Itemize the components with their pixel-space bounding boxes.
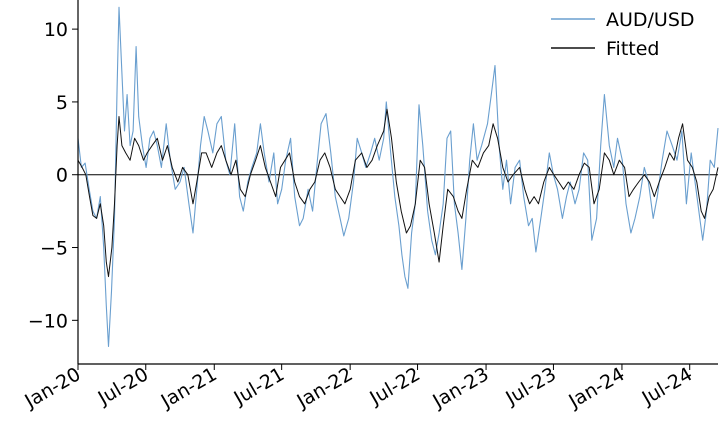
x-tick-label: Jan-22 (293, 363, 357, 413)
x-tick-label: Jul-22 (365, 363, 424, 410)
y-ticks: −10 −5 0 5 10 (28, 19, 78, 332)
y-tick-label: −5 (40, 238, 68, 260)
x-tick-label: Jan-24 (564, 363, 628, 413)
y-tick-label: 0 (56, 165, 68, 187)
x-axis: Jan-20 Jul-20 Jan-21 Jul-21 Jan-22 Jul-22 Jan-… (20, 363, 718, 413)
y-tick-label: 5 (56, 92, 68, 114)
y-axis: −10 −5 0 5 10 (28, 0, 79, 364)
x-tick-label: Jan-21 (157, 363, 221, 413)
series-line-fitted (77, 108, 719, 278)
x-tick-label: Jul-24 (638, 363, 697, 410)
x-tick-label: Jan-23 (428, 363, 492, 413)
plot-area (77, 6, 719, 348)
series-line-audusd (77, 6, 719, 348)
legend: AUD/USD Fitted (551, 9, 695, 60)
x-ticks: Jan-20 Jul-20 Jan-21 Jul-21 Jan-22 Jul-22 Jan-… (20, 363, 696, 413)
x-tick-label: Jul-21 (230, 363, 289, 410)
x-tick-label: Jul-23 (501, 363, 560, 410)
x-tick-label: Jan-20 (20, 363, 84, 413)
legend-label-fitted: Fitted (606, 38, 659, 60)
legend-label-audusd: AUD/USD (606, 9, 695, 31)
series-lines (77, 6, 719, 348)
y-tick-label: 10 (44, 19, 68, 41)
y-tick-label: −10 (28, 310, 68, 332)
x-tick-label: Jul-20 (94, 363, 153, 410)
